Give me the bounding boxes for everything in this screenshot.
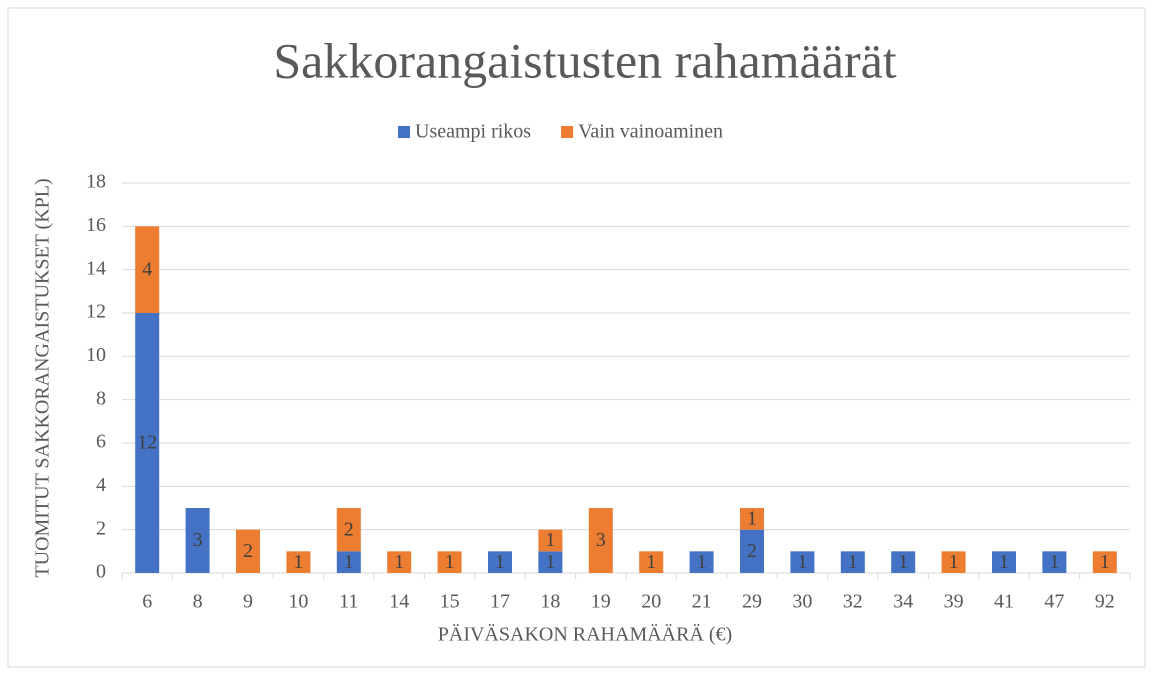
- bar-segment: [236, 529, 260, 573]
- x-tick-label: 34: [893, 591, 913, 613]
- bar-segment: [639, 551, 664, 573]
- data-label: 2: [344, 518, 354, 540]
- data-label: 1: [394, 551, 404, 573]
- x-tick-label: 41: [994, 591, 1014, 613]
- chart-border: [7, 7, 1146, 668]
- legend-label: Useampi rikos: [415, 121, 531, 143]
- bar-segment: [488, 551, 512, 573]
- x-tick-label: 30: [792, 591, 812, 613]
- chart-title: Sakkorangaistusten rahamäärät: [273, 32, 896, 88]
- bar-segment: [740, 529, 764, 573]
- y-tick-label: 14: [86, 257, 106, 279]
- y-tick-label: 8: [96, 387, 106, 409]
- data-label: 1: [293, 551, 303, 573]
- data-label: 1: [646, 551, 656, 573]
- bar-segment: [538, 551, 563, 573]
- bar-segment: [941, 551, 966, 573]
- y-tick-label: 10: [86, 344, 106, 366]
- bar-segment: [840, 551, 865, 573]
- data-label: 1: [1049, 551, 1059, 573]
- x-tick-label: 10: [288, 591, 308, 613]
- data-label: 1: [697, 551, 707, 573]
- data-label: 1: [898, 551, 908, 573]
- data-label: 2: [243, 540, 253, 562]
- data-label: 4: [142, 258, 152, 280]
- bar-segment: [538, 529, 563, 552]
- x-tick-label: 47: [1044, 591, 1064, 613]
- y-axis-label: TUOMITUT SAKKORANGAISTUKSET (KPL): [32, 178, 54, 577]
- x-tick-label: 6: [142, 591, 152, 613]
- data-label: 1: [445, 551, 455, 573]
- data-label: 2: [747, 540, 757, 562]
- y-tick-label: 16: [86, 214, 106, 236]
- y-tick-label: 0: [96, 561, 106, 583]
- bar-segment: [135, 313, 160, 573]
- data-label: 1: [495, 551, 505, 573]
- data-label: 3: [193, 529, 203, 551]
- x-tick-label: 14: [389, 591, 409, 613]
- data-label: 12: [137, 432, 157, 454]
- bar-segment: [185, 508, 210, 573]
- data-label: 1: [545, 551, 555, 573]
- y-tick-label: 18: [86, 171, 106, 193]
- data-label: 3: [596, 529, 606, 551]
- x-tick-label: 17: [490, 591, 510, 613]
- bar-segment: [1092, 551, 1117, 573]
- bar-segment: [891, 551, 916, 573]
- bar-segment: [387, 551, 412, 573]
- y-tick-label: 2: [96, 517, 106, 539]
- bar-segment: [286, 551, 311, 573]
- x-tick-label: 20: [641, 591, 661, 613]
- y-tick-label: 6: [96, 431, 106, 453]
- bar-segment: [689, 551, 714, 573]
- data-label: 1: [1100, 551, 1110, 573]
- legend-label: Vain vainoaminen: [578, 121, 723, 143]
- bar-segment: [1042, 551, 1067, 573]
- y-tick-label: 4: [96, 474, 106, 496]
- bar-segment: [740, 508, 764, 530]
- bar-segment: [336, 551, 361, 573]
- x-axis-label: PÄIVÄSAKON RAHAMÄÄRÄ (€): [438, 623, 732, 646]
- data-label: 1: [848, 551, 858, 573]
- x-tick-label: 8: [193, 591, 203, 613]
- bar-segment: [336, 508, 361, 552]
- bar-segment: [437, 551, 462, 573]
- data-label: 1: [747, 507, 757, 529]
- data-label: 1: [344, 551, 354, 573]
- x-tick-label: 39: [944, 591, 964, 613]
- bar-segment: [790, 551, 815, 573]
- x-tick-label: 19: [591, 591, 611, 613]
- legend-swatch: [561, 126, 574, 138]
- x-tick-label: 18: [540, 591, 560, 613]
- data-label: 1: [999, 551, 1009, 573]
- legend-swatch: [398, 126, 410, 138]
- data-label: 1: [545, 529, 555, 551]
- x-tick-label: 32: [843, 591, 863, 613]
- data-label: 1: [797, 551, 807, 573]
- bar-segment: [992, 551, 1016, 573]
- x-tick-label: 9: [243, 591, 253, 613]
- x-tick-label: 29: [742, 591, 762, 613]
- bar-segment: [588, 508, 613, 573]
- x-tick-label: 21: [692, 591, 712, 613]
- x-tick-label: 11: [339, 591, 358, 613]
- data-label: 1: [949, 551, 959, 573]
- y-tick-label: 12: [86, 301, 106, 323]
- x-tick-label: 15: [440, 591, 460, 613]
- bar-segment: [135, 226, 160, 313]
- x-tick-label: 92: [1095, 591, 1115, 613]
